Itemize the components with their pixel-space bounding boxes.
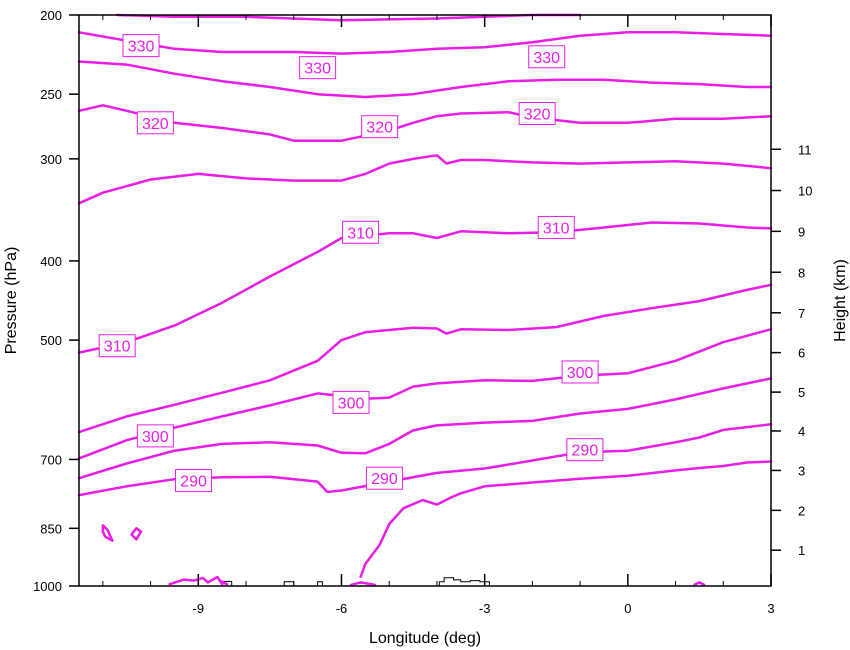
contour-label-text: 330 — [533, 50, 560, 67]
contour-label: 300 — [332, 390, 370, 414]
contour-label-box — [136, 424, 174, 448]
isentrope-290 — [218, 579, 229, 586]
y-axis-pressure: 200 250 300 400 500 700 850 1000 — [33, 8, 79, 594]
y-tick-label-right: 5 — [798, 385, 805, 400]
contour-label-text: 330 — [128, 39, 155, 56]
contour-label-text: 300 — [567, 365, 594, 382]
y-tick-label-left: 700 — [40, 452, 62, 467]
contour-label-box — [528, 45, 566, 69]
isentrope-330 — [77, 31, 773, 55]
contour-label-text: 310 — [543, 220, 570, 237]
contour-label: 320 — [136, 111, 174, 135]
plot-area: 330 330 330 320 320 320 310 310 310 300 300 300 290 2… — [77, 13, 773, 587]
x-tick-label: 3 — [767, 601, 774, 616]
x-tick-label: -6 — [336, 601, 348, 616]
y-tick-label-right: 11 — [798, 142, 812, 157]
isentrope-320 — [77, 154, 773, 205]
contour-label-text: 300 — [142, 429, 169, 446]
contour-label: 290 — [566, 438, 604, 462]
contour-label: 330 — [299, 56, 337, 80]
contour-label: 300 — [136, 424, 174, 448]
y-axis-height: 1 2 3 4 5 6 7 8 9 10 11 — [771, 142, 812, 558]
y-tick-label-left: 200 — [40, 8, 62, 23]
contour-label-box — [299, 56, 337, 80]
isentrope-290 — [77, 423, 773, 497]
contour-label-box — [122, 34, 160, 58]
isentrope-290 — [101, 524, 114, 542]
isentrope-320 — [77, 104, 773, 142]
contour-label-text: 320 — [366, 120, 393, 137]
y-tick-label-right: 3 — [798, 463, 805, 478]
x-tick-label: -3 — [479, 601, 491, 616]
contour-label-box — [518, 101, 556, 125]
contour-label: 310 — [537, 215, 575, 239]
contour-label-box — [175, 469, 213, 493]
isentrope-layer — [77, 13, 773, 587]
y-tick-label-left: 500 — [40, 333, 62, 348]
y-tick-label-right: 4 — [798, 424, 805, 439]
contour-label: 310 — [98, 334, 136, 358]
contour-label-box — [561, 360, 599, 384]
y-tick-label-right: 1 — [798, 543, 805, 558]
contour-label-box — [361, 115, 399, 139]
contour-label-text: 290 — [371, 471, 398, 488]
isentrope-310 — [77, 221, 773, 354]
contour-label: 290 — [365, 466, 403, 490]
y-tick-label-left: 250 — [40, 87, 62, 102]
contour-label-box — [566, 438, 604, 462]
y-tick-label-left: 1000 — [33, 579, 62, 594]
isentrope-290 — [693, 581, 706, 587]
y-axis-title-left: Pressure (hPa) — [3, 247, 20, 355]
contour-label-box — [98, 334, 136, 358]
contour-label: 300 — [561, 360, 599, 384]
contour-label-box — [342, 220, 380, 244]
isentrope-290 — [359, 460, 773, 579]
y-tick-label-left: 400 — [40, 254, 62, 269]
x-tick-label: 0 — [624, 601, 631, 616]
contour-label-layer: 330 330 330 320 320 320 310 310 310 300 300 300 290 2… — [98, 34, 604, 493]
contour-label: 310 — [342, 220, 380, 244]
contour-label-text: 300 — [338, 395, 365, 412]
contour-label-text: 310 — [347, 225, 374, 242]
contour-label-text: 310 — [104, 339, 131, 356]
isentrope-300 — [77, 377, 773, 480]
contour-label-text: 290 — [180, 474, 207, 491]
isentrope-300 — [77, 328, 773, 460]
isentrope-310 — [77, 283, 773, 434]
contour-label-text: 320 — [142, 116, 169, 133]
contour-label: 290 — [175, 469, 213, 493]
contour-label: 330 — [122, 34, 160, 58]
x-axis-title: Longitude (deg) — [369, 630, 481, 647]
y-tick-label-right: 10 — [798, 184, 812, 199]
contour-label-text: 330 — [304, 61, 331, 78]
contour-label-text: 290 — [572, 443, 599, 460]
y-tick-label-right: 9 — [798, 224, 805, 239]
isentrope-290 — [349, 581, 377, 587]
contour-label: 320 — [361, 115, 399, 139]
contour-label: 320 — [518, 101, 556, 125]
y-tick-label-left: 850 — [40, 521, 62, 536]
isentrope-330 — [77, 60, 773, 99]
isentrope-335 — [115, 13, 582, 22]
contour-label-box — [365, 466, 403, 490]
y-tick-label-right: 6 — [798, 346, 805, 361]
y-tick-label-left: 300 — [40, 152, 62, 167]
contour-label-text: 320 — [524, 106, 551, 123]
contour-label: 330 — [528, 45, 566, 69]
contour-label-box — [332, 390, 370, 414]
plot-frame — [78, 14, 772, 587]
contour-label-box — [136, 111, 174, 135]
y-tick-label-right: 7 — [798, 306, 805, 321]
isentrope-290 — [130, 527, 143, 541]
contour-label-box — [537, 215, 575, 239]
y-tick-label-right: 8 — [798, 265, 805, 280]
isentrope-290 — [168, 575, 224, 586]
x-axis: -9 -6 -3 0 3 — [102, 15, 775, 616]
x-tick-label: -9 — [193, 601, 205, 616]
y-tick-label-right: 2 — [798, 503, 805, 518]
y-axis-title-right: Height (km) — [832, 259, 849, 342]
